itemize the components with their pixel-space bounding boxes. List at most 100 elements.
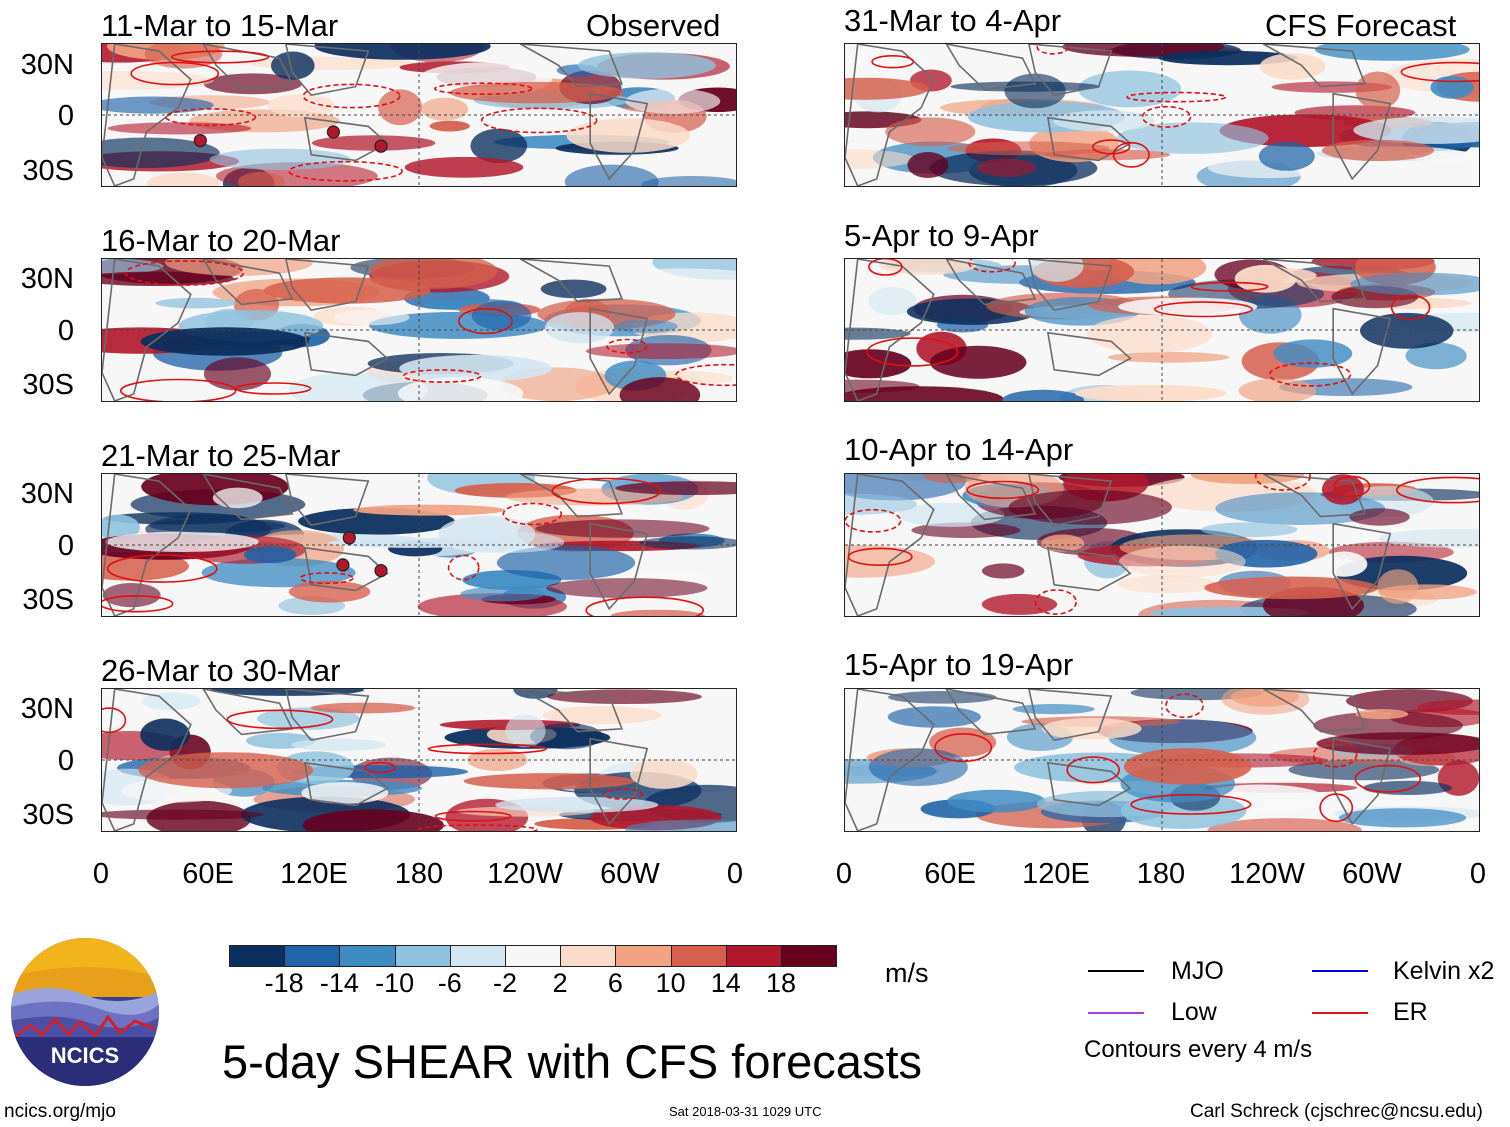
coastline xyxy=(102,44,192,186)
shear-patch xyxy=(929,345,1027,379)
shear-patch xyxy=(1200,522,1298,538)
er-contour xyxy=(866,337,959,367)
er-contour xyxy=(1141,105,1192,128)
lon-label: 60W xyxy=(600,858,660,890)
shear-patch xyxy=(140,718,191,751)
shear-patch xyxy=(102,809,264,820)
shear-patch xyxy=(102,137,220,169)
shear-patch xyxy=(203,73,302,95)
footer-timestamp: Sat 2018-03-31 1029 UTC xyxy=(669,1104,822,1119)
shear-patch xyxy=(907,152,949,178)
shear-patch xyxy=(566,118,691,153)
coastline xyxy=(102,474,192,616)
coastline xyxy=(589,522,649,611)
lon-label: 180 xyxy=(1136,858,1186,890)
er-contour xyxy=(1400,61,1479,83)
lon-label: 120E xyxy=(280,858,348,890)
panel-title-3: 21-Mar to 25-Mar xyxy=(101,438,341,473)
er-contour xyxy=(363,761,396,774)
shear-patch xyxy=(1378,528,1479,548)
shear-patch xyxy=(1030,259,1084,282)
colorbar-swatch xyxy=(394,945,451,967)
coastline xyxy=(945,474,1037,521)
shear-patch xyxy=(868,286,917,316)
coastline xyxy=(202,689,294,736)
map-panel-8 xyxy=(844,688,1480,832)
coastline xyxy=(202,259,294,306)
er-contour xyxy=(868,259,903,276)
shear-patch xyxy=(610,609,705,616)
shear-patch xyxy=(263,277,431,304)
shear-patch xyxy=(845,379,920,393)
shear-patch xyxy=(288,580,371,603)
shear-patch xyxy=(1078,70,1182,108)
footer-url[interactable]: ncics.org/mjo xyxy=(4,1101,116,1122)
er-contour xyxy=(171,50,270,64)
er-contour xyxy=(934,732,993,763)
shear-patch xyxy=(146,172,220,186)
colorbar-swatch xyxy=(560,945,617,967)
shear-patch xyxy=(310,702,416,714)
coastline xyxy=(1046,546,1132,592)
legend-line-low xyxy=(1088,1012,1144,1014)
shear-patch xyxy=(449,81,625,104)
lat-label-30s: 30S xyxy=(22,584,74,616)
map-panel-7 xyxy=(844,473,1480,617)
er-contour xyxy=(968,259,1016,273)
coastline xyxy=(845,474,935,616)
shear-patch xyxy=(619,377,701,401)
lon-label: 0 xyxy=(92,858,110,890)
er-contour xyxy=(502,502,563,526)
er-contour xyxy=(1396,476,1479,504)
er-contour xyxy=(1312,741,1358,768)
shear-patch xyxy=(1355,709,1409,720)
logo-text: NCICS xyxy=(51,1043,119,1068)
map-panel-1 xyxy=(101,43,737,187)
colorbar-tick-label: -14 xyxy=(319,968,359,998)
shear-patch xyxy=(102,514,140,541)
contour-note: Contours every 4 m/s xyxy=(1084,1036,1313,1063)
coastline xyxy=(1028,689,1113,741)
er-contour xyxy=(226,709,334,730)
colorbar-swatch xyxy=(781,945,838,967)
storm-icon xyxy=(193,133,207,148)
lat-label-0: 0 xyxy=(57,745,74,777)
lat-label-30n: 30N xyxy=(20,693,74,725)
shear-patch xyxy=(1349,508,1410,526)
storm-icon xyxy=(374,563,388,578)
coastline xyxy=(303,546,389,592)
legend-label-er: ER xyxy=(1393,998,1428,1026)
shear-patch xyxy=(267,94,336,118)
colorbar-units: m/s xyxy=(885,958,929,988)
shear-patch xyxy=(544,312,615,344)
er-contour xyxy=(1333,475,1371,497)
coastline xyxy=(202,474,294,521)
shear-patch xyxy=(1116,122,1269,154)
shear-patch xyxy=(922,474,982,484)
shear-patch xyxy=(243,546,297,564)
shear-patch xyxy=(845,149,915,169)
shear-patch xyxy=(947,141,1110,156)
colorbar-swatch xyxy=(229,945,286,967)
er-contour xyxy=(1190,281,1269,292)
er-contour xyxy=(235,382,312,395)
lat-label-30s: 30S xyxy=(22,155,74,187)
er-contour xyxy=(675,363,736,387)
panel-title-7: 10-Apr to 14-Apr xyxy=(844,432,1074,467)
shear-patch xyxy=(641,176,736,186)
er-contour xyxy=(480,107,598,134)
shear-patch xyxy=(1221,689,1310,715)
er-contour xyxy=(1112,141,1150,168)
er-contour xyxy=(1066,756,1120,784)
shear-patch xyxy=(887,691,997,704)
shear-patch xyxy=(1338,808,1467,828)
coastline xyxy=(845,259,935,401)
shear-patch xyxy=(505,714,546,748)
shear-patch xyxy=(885,117,976,147)
shear-patch xyxy=(105,531,259,552)
lat-label-30s: 30S xyxy=(22,369,74,401)
shear-patch xyxy=(1350,272,1479,296)
coastline xyxy=(303,116,389,162)
shear-patch xyxy=(1041,534,1085,552)
shear-patch xyxy=(102,259,164,275)
